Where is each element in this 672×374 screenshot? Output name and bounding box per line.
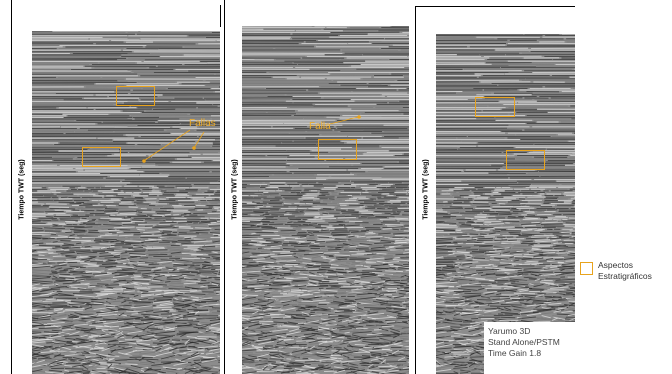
seismic-section-3 bbox=[436, 34, 575, 374]
panel-1-frame-right bbox=[220, 5, 221, 27]
stratigraphic-feature-box bbox=[475, 97, 515, 117]
panel-2-frame-left bbox=[224, 0, 225, 374]
legend-swatch bbox=[580, 262, 593, 275]
fault-callout-label: Falla bbox=[309, 121, 331, 132]
legend-label-line2: Estratigráficos bbox=[598, 271, 652, 281]
panel-3-frame-top bbox=[415, 6, 575, 7]
fault-callout-label: Fallas bbox=[189, 118, 216, 129]
legend-label: Aspectos Estratigráficos bbox=[598, 260, 652, 282]
stratigraphic-feature-box bbox=[116, 86, 155, 106]
seismic-section-1 bbox=[32, 31, 220, 374]
survey-info-box: Yarumo 3D Stand Alone/PSTM Time Gain 1.8 bbox=[484, 322, 575, 374]
stratigraphic-feature-box bbox=[506, 150, 545, 170]
legend-label-line1: Aspectos bbox=[598, 260, 633, 270]
panel-1-frame-left bbox=[11, 0, 12, 374]
stratigraphic-feature-box bbox=[82, 147, 121, 167]
panel-3-frame-left bbox=[415, 6, 416, 374]
seismic-section-2 bbox=[242, 26, 409, 374]
survey-processing: Stand Alone/PSTM bbox=[488, 337, 560, 347]
survey-name: Yarumo 3D bbox=[488, 326, 531, 336]
stratigraphic-feature-box bbox=[318, 139, 357, 160]
survey-gain: Time Gain 1.8 bbox=[488, 348, 542, 358]
